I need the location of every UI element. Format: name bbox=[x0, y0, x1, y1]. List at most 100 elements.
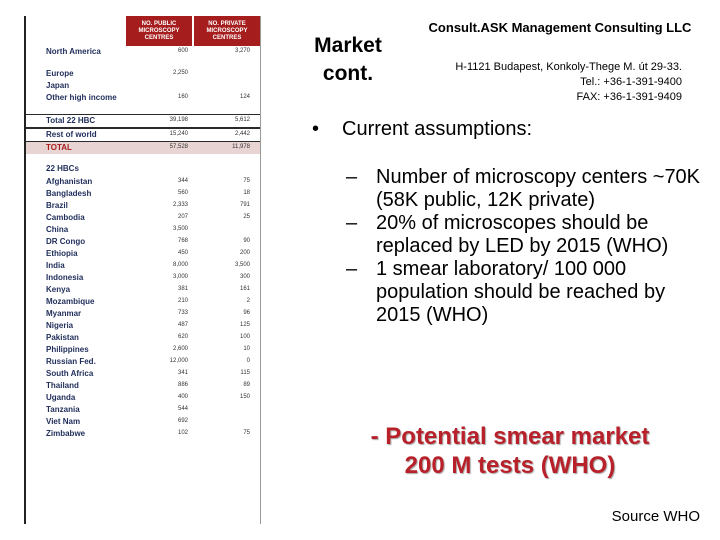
header-public-centres: NO. PUBLIC MICROSCOPY CENTRES bbox=[126, 16, 192, 46]
public-count: 692 bbox=[177, 418, 188, 424]
private-count: 161 bbox=[239, 286, 250, 292]
table-row: Myanmar 733 96 bbox=[26, 308, 260, 320]
table-row: Russian Fed. 12,000 0 bbox=[26, 356, 260, 368]
row-name: Kenya bbox=[46, 285, 71, 294]
public-count: 2,600 bbox=[172, 346, 188, 352]
row-name: China bbox=[46, 225, 69, 234]
row-name: Japan bbox=[46, 81, 70, 90]
table-row: Mozambique 210 2 bbox=[26, 296, 260, 308]
row-name: Viet Nam bbox=[46, 417, 81, 426]
row-name: Philippines bbox=[46, 345, 89, 354]
potential-line-1: - Potential smear market bbox=[370, 423, 650, 450]
row-name: Cambodia bbox=[46, 213, 85, 222]
row-name: Pakistan bbox=[46, 333, 79, 342]
table-row: North America 600 3,270 bbox=[26, 46, 260, 68]
public-count: 12,000 bbox=[169, 358, 188, 364]
public-count: 2,250 bbox=[172, 70, 188, 76]
table-row: Thailand 886 89 bbox=[26, 380, 260, 392]
list-item-text: 20% of microscopes should be replaced by… bbox=[376, 212, 669, 257]
slide-title: Market cont. bbox=[302, 32, 394, 88]
table-row: Europe 2,250 bbox=[26, 68, 260, 80]
public-count: 733 bbox=[177, 310, 188, 316]
private-count: 125 bbox=[239, 322, 250, 328]
table-row: Zimbabwe 102 75 bbox=[26, 428, 260, 440]
private-count: 5,612 bbox=[234, 117, 250, 123]
potential-line-2: 200 M tests (WHO) bbox=[404, 452, 616, 479]
row-name: Uganda bbox=[46, 393, 76, 402]
private-count: 100 bbox=[239, 334, 250, 340]
row-name: Afghanistan bbox=[46, 177, 93, 186]
public-count: 2,333 bbox=[172, 202, 188, 208]
public-count: 344 bbox=[177, 178, 188, 184]
public-count: 487 bbox=[177, 322, 188, 328]
table-body: North America 600 3,270 Europe 2,250 Japan Oth… bbox=[26, 46, 260, 440]
table-row: Philippines 2,600 10 bbox=[26, 344, 260, 356]
row-name: 22 HBCs bbox=[46, 164, 79, 173]
table-row: Brazil 2,333 791 bbox=[26, 200, 260, 212]
microscopy-centres-table: NO. PUBLIC MICROSCOPY CENTRES NO. PRIVAT… bbox=[24, 16, 261, 524]
source-note: Source WHO bbox=[611, 508, 700, 525]
row-name: Indonesia bbox=[46, 273, 84, 282]
dash-marker: – bbox=[346, 166, 358, 188]
table-row: 22 HBCs bbox=[26, 160, 260, 176]
title-line-1: Market bbox=[314, 34, 382, 57]
public-count: 210 bbox=[177, 298, 188, 304]
public-count: 400 bbox=[177, 394, 188, 400]
private-count: 115 bbox=[240, 370, 250, 376]
public-count: 3,500 bbox=[172, 226, 188, 232]
private-count: 10 bbox=[243, 346, 250, 352]
row-name: North America bbox=[46, 47, 101, 56]
row-name: Ethiopia bbox=[46, 249, 78, 258]
table-row: Kenya 381 161 bbox=[26, 284, 260, 296]
row-name: Brazil bbox=[46, 201, 68, 210]
public-count: 15,240 bbox=[169, 131, 188, 137]
table-row: China 3,500 bbox=[26, 224, 260, 236]
public-count: 886 bbox=[177, 382, 188, 388]
table-row: Viet Nam 692 bbox=[26, 416, 260, 428]
row-name: South Africa bbox=[46, 369, 94, 378]
table-row: Uganda 400 150 bbox=[26, 392, 260, 404]
dash-marker: – bbox=[346, 212, 358, 234]
company-address: H-1121 Budapest, Konkoly-Thege M. út 29-… bbox=[420, 60, 682, 105]
private-count: 124 bbox=[239, 94, 250, 100]
address-line-3: FAX: +36-1-391-9409 bbox=[576, 91, 683, 103]
row-name: Thailand bbox=[46, 381, 79, 390]
public-count: 39,198 bbox=[169, 117, 188, 123]
row-name: Europe bbox=[46, 69, 74, 78]
assumptions-list: – Number of microscopy centers ~70K (58K… bbox=[346, 166, 706, 327]
list-item-text: 1 smear laboratory/ 100 000 population s… bbox=[376, 258, 666, 326]
bullet-current-assumptions: • Current assumptions: bbox=[312, 118, 532, 141]
public-count: 544 bbox=[177, 406, 188, 412]
list-item: – 1 smear laboratory/ 100 000 population… bbox=[346, 258, 706, 327]
table-row: Tanzania 544 bbox=[26, 404, 260, 416]
private-count: 11,978 bbox=[232, 144, 250, 150]
table-row: Nigeria 487 125 bbox=[26, 320, 260, 332]
public-count: 160 bbox=[177, 94, 188, 100]
private-count: 3,500 bbox=[234, 262, 250, 268]
company-name: Consult.ASK Management Consulting LLC bbox=[428, 20, 692, 35]
private-count: 300 bbox=[239, 274, 250, 280]
public-count: 207 bbox=[177, 214, 188, 220]
public-count: 3,000 bbox=[172, 274, 188, 280]
bullet-marker: • bbox=[312, 118, 320, 140]
table-row: Japan bbox=[26, 80, 260, 92]
private-count: 2 bbox=[246, 298, 250, 304]
public-count: 102 bbox=[177, 430, 188, 436]
table-row: Ethiopia 450 200 bbox=[26, 248, 260, 260]
row-name: Mozambique bbox=[46, 297, 95, 306]
private-count: 89 bbox=[243, 382, 250, 388]
private-count: 75 bbox=[243, 178, 250, 184]
table-row: TOTAL 57,528 11,978 bbox=[26, 142, 260, 154]
public-count: 768 bbox=[177, 238, 188, 244]
public-count: 57,528 bbox=[169, 144, 188, 150]
public-count: 341 bbox=[177, 370, 188, 376]
private-count: 3,270 bbox=[234, 48, 250, 54]
potential-market-callout: - Potential smear market 200 M tests (WH… bbox=[318, 422, 702, 480]
private-count: 75 bbox=[243, 430, 250, 436]
table-row: South Africa 341 115 bbox=[26, 368, 260, 380]
row-name: Zimbabwe bbox=[46, 429, 86, 438]
private-count: 90 bbox=[243, 238, 250, 244]
public-count: 450 bbox=[177, 250, 188, 256]
table-row: Bangladesh 560 18 bbox=[26, 188, 260, 200]
row-name: DR Congo bbox=[46, 237, 86, 246]
